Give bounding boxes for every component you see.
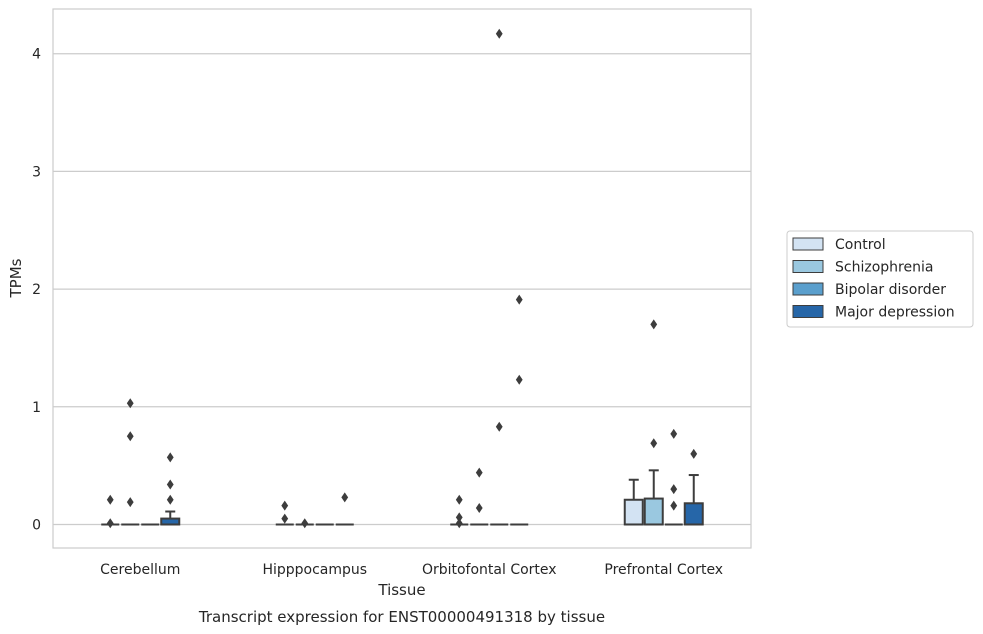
legend-entry: Schizophrenia [792, 260, 933, 276]
legend-swatch [792, 282, 824, 296]
x-tick-labels: Cerebellum Hipppocampus Orbitofontal Corte… [100, 562, 723, 578]
outlier-point [670, 500, 678, 511]
legend-label: Control [835, 237, 886, 253]
outlier-point [126, 497, 134, 508]
box-major-depression [510, 294, 529, 526]
box-control [623, 478, 644, 526]
outlier-point [475, 502, 483, 513]
box-body [683, 502, 704, 526]
outlier-point [166, 452, 174, 463]
box-major-depression [160, 452, 181, 526]
legend-swatch [792, 305, 824, 318]
legend-label: Major depression [835, 305, 955, 321]
box-body [643, 497, 664, 526]
outlier-point [126, 398, 134, 409]
chart-caption: Transcript expression for ENST0000049131… [198, 608, 605, 626]
x-tick-label: Prefrontal Cortex [604, 562, 723, 578]
outlier-point [475, 467, 483, 478]
box-schizophrenia [643, 319, 664, 526]
legend-frame [786, 230, 974, 328]
y-tick-labels: 0 1 2 3 4 [32, 47, 41, 534]
outlier-point [455, 494, 463, 505]
y-tick-label: 0 [32, 517, 41, 533]
legend-entry: Control [792, 237, 886, 253]
box-schizophrenia [470, 467, 489, 526]
box-major-depression [335, 492, 354, 526]
box-schizophrenia [295, 518, 314, 529]
outlier-point [126, 431, 134, 442]
x-tick-label: Hipppocampus [262, 562, 367, 578]
outlier-point [650, 438, 658, 449]
outlier-point [281, 513, 289, 524]
box-control [101, 494, 120, 529]
y-tick-label: 3 [32, 164, 41, 180]
outlier-point [670, 428, 678, 439]
legend-entry: Bipolar disorder [792, 282, 946, 298]
outlier-point [166, 479, 174, 490]
outlier-point [495, 28, 503, 39]
y-axis-label: TPMs [7, 258, 25, 298]
outlier-point [301, 518, 309, 529]
legend-swatch [792, 260, 824, 273]
outlier-point [106, 518, 114, 529]
plot-frame [52, 8, 752, 549]
legend: Control Schizophrenia Bipolar disorder Majo… [786, 230, 974, 328]
box-bipolar-disorder [490, 28, 509, 526]
box-control [450, 494, 469, 529]
outlier-point [341, 492, 349, 503]
outlier-point [515, 294, 523, 305]
y-tick-label: 1 [32, 400, 41, 416]
x-tick-label: Orbitofontal Cortex [422, 562, 557, 578]
outlier-point [515, 374, 523, 385]
box-major-depression [683, 448, 704, 526]
outlier-point [166, 494, 174, 505]
x-tick-label: Cerebellum [100, 562, 180, 578]
box-body [623, 498, 644, 526]
outlier-point [670, 484, 678, 495]
outlier-point [650, 319, 658, 330]
outlier-point [690, 448, 698, 459]
x-axis-label: Tissue [377, 581, 425, 599]
gridlines [53, 53, 751, 526]
legend-label: Schizophrenia [835, 260, 933, 276]
outlier-point [455, 512, 463, 523]
boxes [101, 28, 704, 529]
box-schizophrenia [121, 398, 140, 526]
outlier-point [281, 500, 289, 511]
box-control [275, 500, 294, 526]
outlier-point [495, 421, 503, 432]
legend-entry: Major depression [792, 305, 955, 321]
legend-swatch [792, 237, 824, 251]
outlier-point [455, 518, 463, 529]
legend-label: Bipolar disorder [835, 282, 946, 298]
box-bipolar-disorder [664, 428, 683, 526]
outlier-point [106, 494, 114, 505]
y-tick-label: 2 [32, 282, 41, 298]
y-tick-label: 4 [32, 47, 41, 63]
